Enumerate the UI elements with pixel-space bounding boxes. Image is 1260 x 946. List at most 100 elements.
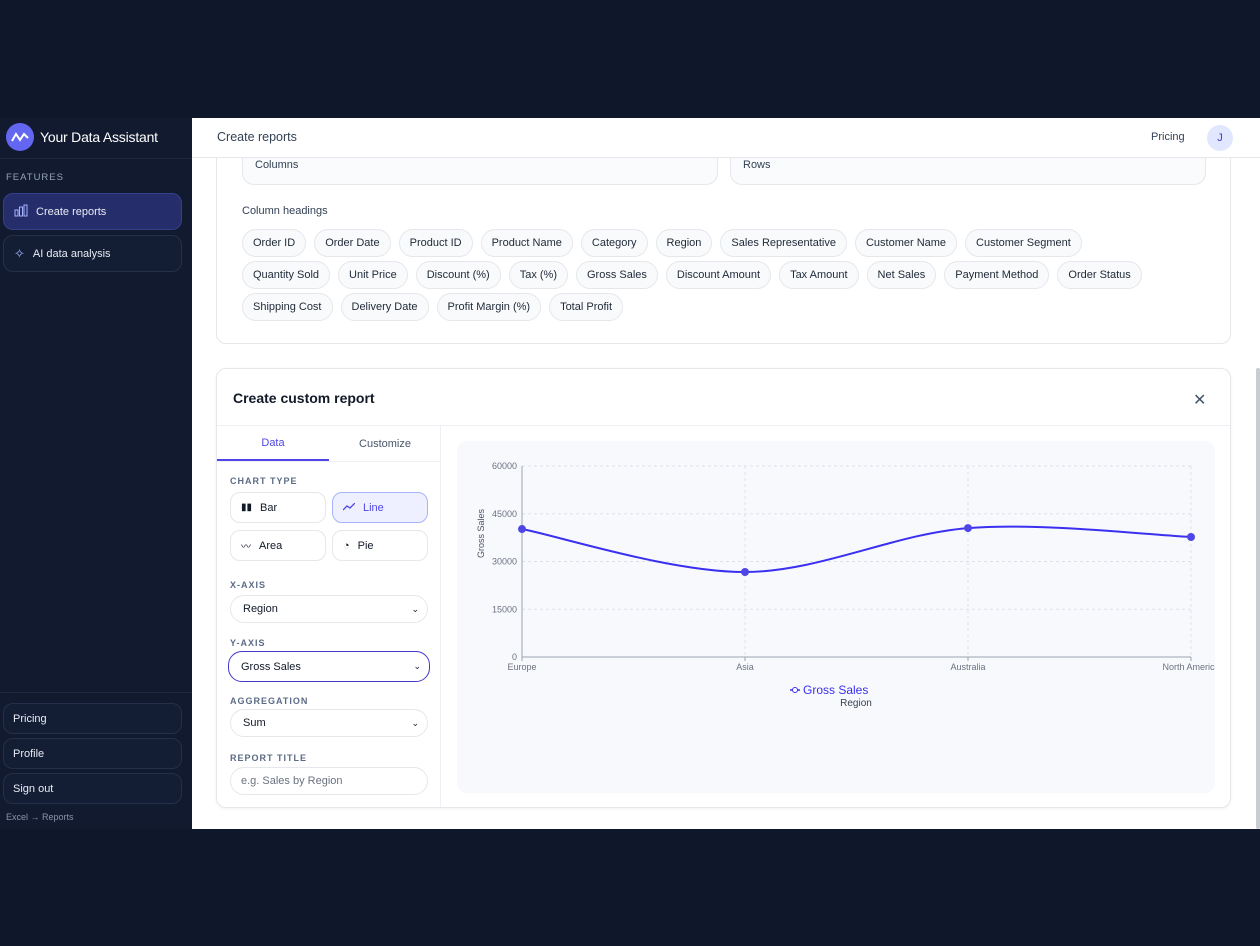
bar-chart-icon bbox=[14, 204, 28, 220]
pie-chart-icon: ◔ bbox=[343, 539, 350, 552]
x-tick-label: Asia bbox=[736, 662, 754, 672]
column-heading-chip[interactable]: Tax (%) bbox=[508, 261, 568, 289]
column-heading-chip[interactable]: Order ID bbox=[242, 229, 307, 257]
column-heading-chip[interactable]: Discount Amount bbox=[665, 261, 772, 289]
chart-type-label: Line bbox=[363, 501, 384, 514]
rows-dropzone[interactable]: Rows bbox=[730, 157, 1206, 185]
aggregation-select[interactable]: Sum ⌄ bbox=[230, 709, 428, 737]
sign-out-button[interactable]: Sign out bbox=[3, 773, 182, 804]
sidebar-item-ai-data-analysis[interactable]: ✧ AI data analysis bbox=[3, 235, 182, 272]
x-axis-label: X-AXIS bbox=[230, 580, 267, 590]
column-heading-chip[interactable]: Order Date bbox=[314, 229, 391, 257]
column-heading-chip[interactable]: Tax Amount bbox=[779, 261, 859, 289]
legend-marker-icon bbox=[792, 687, 798, 693]
sidebar-item-label: Create reports bbox=[36, 205, 107, 218]
data-point bbox=[741, 568, 749, 577]
column-headings-label: Column headings bbox=[242, 205, 328, 217]
footer-text: Excel → Reports bbox=[6, 812, 74, 822]
column-heading-chip[interactable]: Category bbox=[580, 229, 648, 257]
column-heading-chip[interactable]: Payment Method bbox=[944, 261, 1050, 289]
legend-item: Gross Sales bbox=[803, 683, 868, 697]
divider bbox=[217, 461, 441, 462]
column-heading-chip[interactable]: Quantity Sold bbox=[242, 261, 331, 289]
column-heading-chip[interactable]: Shipping Cost bbox=[242, 293, 333, 321]
column-heading-chip[interactable]: Order Status bbox=[1057, 261, 1142, 289]
selected-value: Sum bbox=[243, 717, 266, 729]
top-bar: Create reports Pricing J bbox=[192, 118, 1260, 158]
y-tick-label: 45000 bbox=[492, 509, 517, 519]
chart-type-bar[interactable]: ▮▮ Bar bbox=[230, 492, 326, 523]
selected-value: Gross Sales bbox=[241, 660, 301, 673]
bar-chart-icon: ▮▮ bbox=[241, 502, 253, 513]
column-heading-chip[interactable]: Customer Name bbox=[854, 229, 958, 257]
y-tick-label: 30000 bbox=[492, 557, 517, 567]
column-headings-list: Order ID Order Date Product ID Product Name… bbox=[242, 229, 1177, 321]
chart-type-area[interactable]: 〰 Area bbox=[230, 530, 326, 561]
column-heading-chip[interactable]: Gross Sales bbox=[575, 261, 658, 289]
chevron-down-icon: ⌄ bbox=[411, 717, 419, 728]
pricing-link[interactable]: Pricing bbox=[1151, 131, 1185, 143]
column-heading-chip[interactable]: Total Profit bbox=[549, 293, 624, 321]
pricing-button[interactable]: Pricing bbox=[3, 703, 182, 734]
column-heading-chip[interactable]: Product Name bbox=[480, 229, 573, 257]
app-name: Your Data Assistant bbox=[40, 129, 158, 145]
profile-button[interactable]: Profile bbox=[3, 738, 182, 769]
data-point bbox=[964, 524, 972, 533]
y-axis-label: Y-AXIS bbox=[230, 638, 266, 648]
column-heading-chip[interactable]: Profit Margin (%) bbox=[436, 293, 542, 321]
x-axis-select[interactable]: Region ⌄ bbox=[230, 595, 428, 623]
data-point bbox=[518, 525, 526, 534]
line-chart-icon bbox=[342, 502, 356, 514]
selected-value: Region bbox=[243, 603, 278, 615]
column-heading-chip[interactable]: Net Sales bbox=[866, 261, 937, 289]
x-tick-label: North America bbox=[1162, 662, 1215, 672]
settings-panel: Data Customize CHART TYPE ▮▮ Bar Line 〰 Ar… bbox=[217, 426, 441, 807]
main-content: Create reports Pricing J Columns Rows Co… bbox=[192, 118, 1260, 829]
x-tick-label: Australia bbox=[950, 662, 985, 672]
source-card: Columns Rows bbox=[216, 118, 1231, 344]
report-title-label: REPORT TITLE bbox=[230, 753, 307, 763]
column-heading-chip[interactable]: Delivery Date bbox=[340, 293, 429, 321]
area-chart-icon: 〰 bbox=[241, 542, 251, 553]
sidebar-item-create-reports[interactable]: Create reports bbox=[3, 193, 182, 230]
x-tick-label: Europe bbox=[507, 662, 536, 672]
y-tick-label: 60000 bbox=[492, 461, 517, 471]
sparkles-icon: ✧ bbox=[14, 245, 25, 261]
y-axis-select[interactable]: Gross Sales ⌄ bbox=[228, 651, 430, 682]
chart-type-label: Pie bbox=[357, 539, 374, 552]
divider bbox=[0, 692, 192, 693]
chevron-down-icon: ⌄ bbox=[413, 661, 421, 671]
data-point bbox=[1187, 532, 1195, 541]
aggregation-label: AGGREGATION bbox=[230, 696, 309, 706]
scrollbar[interactable] bbox=[1256, 368, 1260, 829]
chevron-down-icon: ⌄ bbox=[411, 603, 419, 614]
column-heading-chip[interactable]: Discount (%) bbox=[415, 261, 501, 289]
chart-type-label: Bar bbox=[260, 501, 278, 514]
page-title: Create reports bbox=[217, 130, 297, 144]
column-heading-chip[interactable]: Unit Price bbox=[338, 261, 408, 289]
sidebar: Your Data Assistant FEATURES Create repo… bbox=[0, 118, 192, 829]
column-heading-chip[interactable]: Product ID bbox=[398, 229, 473, 257]
y-axis-title: Gross Sales bbox=[476, 508, 486, 558]
x-axis-title: Region bbox=[840, 698, 872, 709]
y-tick-label: 15000 bbox=[492, 604, 517, 614]
series-line bbox=[521, 525, 1192, 574]
y-tick-label: 0 bbox=[512, 652, 517, 662]
report-title-input[interactable] bbox=[230, 767, 428, 795]
column-heading-chip[interactable]: Customer Segment bbox=[965, 229, 1082, 257]
custom-report-card: Create custom report ✕ Data Customize CH… bbox=[216, 368, 1231, 808]
close-icon[interactable]: ✕ bbox=[1193, 392, 1207, 409]
tab-data[interactable]: Data bbox=[217, 426, 329, 461]
columns-dropzone[interactable]: Columns bbox=[242, 157, 718, 185]
avatar[interactable]: J bbox=[1207, 125, 1233, 151]
column-heading-chip[interactable]: Sales Representative bbox=[720, 229, 847, 257]
divider bbox=[217, 425, 1230, 426]
tab-customize[interactable]: Customize bbox=[359, 437, 411, 450]
chart-type-label: Area bbox=[259, 539, 283, 552]
card-title: Create custom report bbox=[233, 390, 375, 406]
sidebar-item-label: AI data analysis bbox=[32, 247, 111, 260]
brand[interactable]: Your Data Assistant bbox=[6, 123, 158, 151]
column-heading-chip[interactable]: Region bbox=[655, 229, 713, 257]
chart-type-line[interactable]: Line bbox=[332, 492, 428, 523]
chart-type-pie[interactable]: ◔ Pie bbox=[332, 530, 428, 561]
